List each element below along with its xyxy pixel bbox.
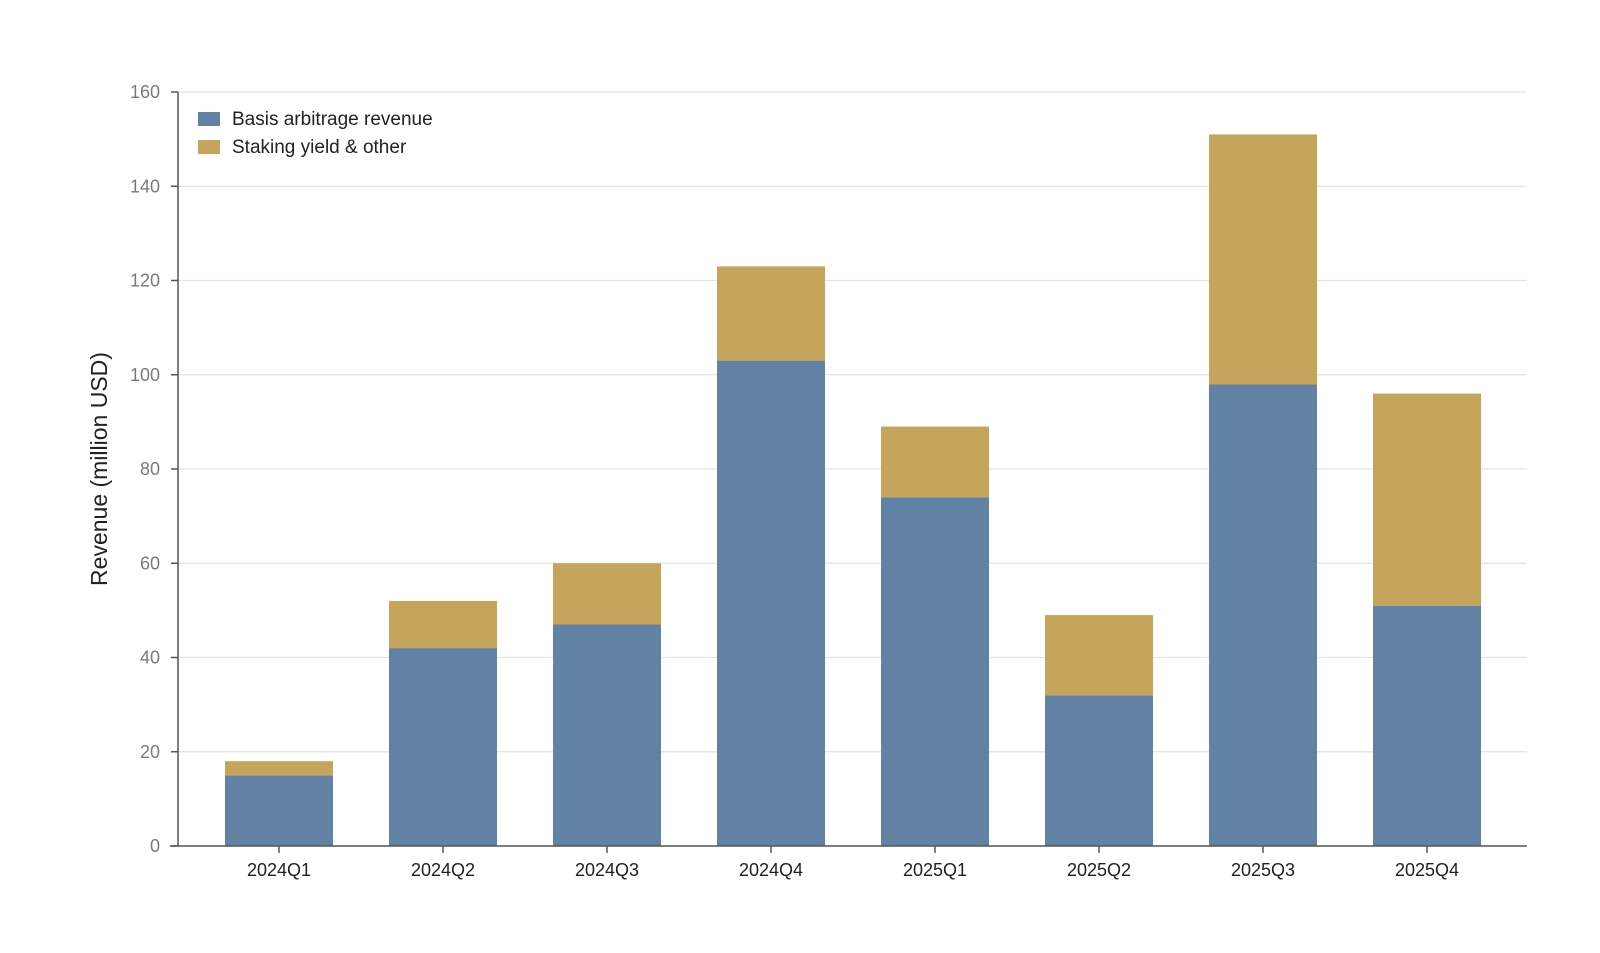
bar-basis-arbitrage-2024Q2 bbox=[389, 648, 497, 846]
bar-staking-yield-2025Q1 bbox=[881, 426, 989, 498]
y-tick-label: 160 bbox=[130, 82, 160, 102]
bar-basis-arbitrage-2025Q1 bbox=[881, 497, 989, 846]
bar-staking-yield-2025Q3 bbox=[1209, 134, 1317, 385]
y-tick-label: 140 bbox=[130, 176, 160, 196]
bar-staking-yield-2024Q3 bbox=[553, 563, 661, 625]
y-axis-title: Revenue (million USD) bbox=[86, 352, 112, 586]
x-ticks: 2024Q1 2024Q2 2024Q3 2024Q4 2025Q1 2025Q2 2025… bbox=[247, 846, 1459, 880]
x-tick-label: 2025Q2 bbox=[1067, 860, 1131, 880]
legend-swatch bbox=[198, 140, 220, 154]
y-tick-label: 60 bbox=[140, 553, 160, 573]
bar-basis-arbitrage-2024Q3 bbox=[553, 624, 661, 846]
y-tick-label: 80 bbox=[140, 459, 160, 479]
y-tick-label: 100 bbox=[130, 365, 160, 385]
bar-staking-yield-2025Q2 bbox=[1045, 615, 1153, 696]
bar-staking-yield-2024Q4 bbox=[717, 266, 825, 361]
x-tick-label: 2025Q4 bbox=[1395, 860, 1459, 880]
x-tick-label: 2024Q2 bbox=[411, 860, 475, 880]
bar-basis-arbitrage-2025Q3 bbox=[1209, 384, 1317, 846]
bar-basis-arbitrage-2024Q1 bbox=[225, 775, 333, 846]
gridlines bbox=[178, 91, 1527, 753]
legend-label: Basis arbitrage revenue bbox=[232, 109, 433, 130]
x-tick-label: 2024Q3 bbox=[575, 860, 639, 880]
bar-staking-yield-2025Q4 bbox=[1373, 393, 1481, 606]
y-ticks: 0 20 40 60 80 100 120 140 160 bbox=[130, 82, 178, 856]
y-tick-label: 0 bbox=[150, 836, 160, 856]
x-tick-label: 2024Q1 bbox=[247, 860, 311, 880]
y-tick-label: 120 bbox=[130, 271, 160, 291]
y-tick-label: 20 bbox=[140, 742, 160, 762]
legend-swatch bbox=[198, 112, 220, 126]
bar-basis-arbitrage-2024Q4 bbox=[717, 360, 825, 846]
bar-staking-yield-2024Q2 bbox=[389, 600, 497, 649]
x-tick-label: 2025Q3 bbox=[1231, 860, 1295, 880]
bar-basis-arbitrage-2025Q2 bbox=[1045, 695, 1153, 846]
bar-basis-arbitrage-2025Q4 bbox=[1373, 605, 1481, 846]
legend-label: Staking yield & other bbox=[232, 137, 407, 158]
x-tick-label: 2024Q4 bbox=[739, 860, 803, 880]
bar-staking-yield-2024Q1 bbox=[225, 761, 333, 776]
x-tick-label: 2025Q1 bbox=[903, 860, 967, 880]
legend: Basis arbitrage revenue Staking yield & o… bbox=[198, 109, 433, 158]
y-tick-label: 40 bbox=[140, 648, 160, 668]
bars bbox=[225, 134, 1481, 846]
